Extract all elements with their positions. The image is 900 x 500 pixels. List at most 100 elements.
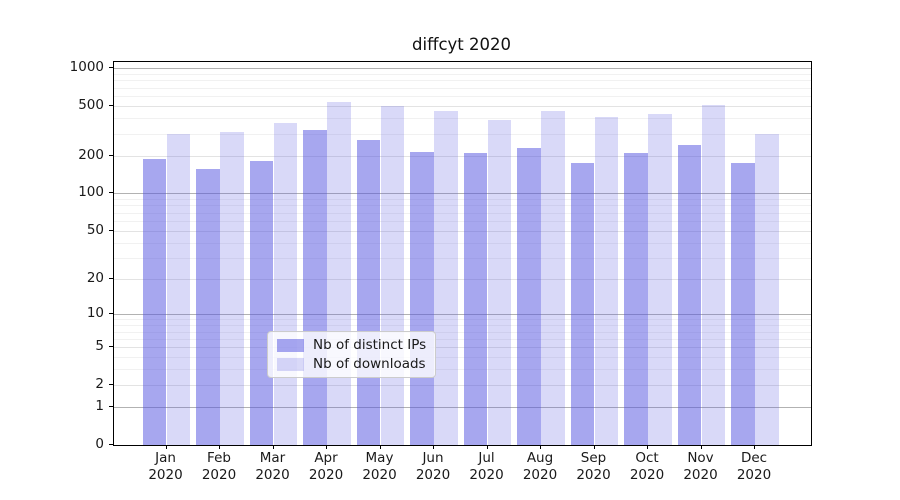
y-tick-mark-200 [109, 154, 113, 156]
gridline-minor [114, 212, 811, 214]
x-tick-year: 2020 [201, 466, 237, 483]
y-tick-mark-2 [109, 384, 113, 386]
x-tick-year: 2020 [522, 466, 558, 483]
gridline-minor [114, 205, 811, 207]
bar-distinct-ips-jan [142, 159, 167, 445]
x-tick-label-dec: Dec 2020 [727, 450, 781, 483]
x-tick-mark-mar [272, 445, 274, 449]
x-tick-year: 2020 [362, 466, 397, 483]
x-tick-mark-sep [593, 445, 595, 449]
bar-downloads-jul [487, 119, 512, 445]
x-tick-year: 2020 [629, 466, 665, 483]
gridline-minor [114, 74, 811, 75]
gridline-labeled [114, 385, 811, 387]
x-tick-month: Apr [314, 450, 338, 466]
y-tick-mark-1 [109, 406, 113, 408]
x-tick-mark-nov [700, 445, 702, 449]
x-tick-mark-jul [486, 445, 488, 449]
y-tick-mark-50 [109, 229, 113, 231]
y-tick-mark-10 [109, 313, 113, 315]
x-tick-label-jul: Jul 2020 [460, 450, 514, 483]
x-tick-year: 2020 [308, 466, 344, 483]
x-tick-label-sep: Sep 2020 [567, 450, 621, 483]
gridline-labeled [114, 106, 811, 107]
bar-distinct-ips-dec [731, 163, 755, 445]
legend-label-distinct-ips: Nb of distinct IPs [313, 337, 427, 353]
y-tick-label-20: 20 [86, 270, 104, 286]
x-tick-month: Feb [207, 450, 231, 466]
legend-label-downloads: Nb of downloads [313, 356, 426, 372]
gridline-major [114, 314, 811, 316]
gridline-minor [114, 338, 811, 340]
gridline-major [114, 407, 811, 409]
legend-item-downloads: Nb of downloads [277, 356, 426, 372]
x-tick-month: Jul [478, 450, 495, 466]
y-tick-mark-1000 [109, 67, 113, 69]
bar-distinct-ips-nov [677, 144, 702, 445]
gridline-minor [114, 96, 811, 98]
x-tick-year: 2020 [576, 466, 611, 483]
y-tick-label-1000: 1000 [69, 59, 104, 76]
gridline-major [114, 193, 811, 195]
bar-distinct-ips-may [356, 139, 381, 445]
x-tick-label-jan: Jan 2020 [139, 450, 193, 483]
x-tick-mark-aug [540, 445, 541, 449]
gridline-minor [114, 357, 811, 359]
legend-swatch-distinct-ips [277, 338, 304, 352]
x-tick-label-nov: Nov 2020 [674, 450, 728, 483]
x-tick-label-apr: Apr 2020 [299, 450, 353, 483]
bar-distinct-ips-sep [570, 163, 595, 445]
x-tick-month: Mar [259, 450, 286, 466]
bar-distinct-ips-feb [196, 169, 220, 445]
y-tick-mark-500 [109, 105, 113, 106]
gridline-labeled [114, 155, 811, 157]
bar-distinct-ips-oct [624, 153, 648, 445]
gridline-minor [114, 331, 811, 333]
x-tick-year: 2020 [736, 466, 772, 483]
x-tick-mark-apr [326, 445, 327, 449]
gridline-minor [114, 369, 811, 371]
x-tick-month: Dec [740, 450, 768, 466]
bar-downloads-feb [220, 132, 244, 445]
gridline-labeled [114, 230, 811, 232]
x-tick-label-aug: Aug 2020 [513, 450, 567, 483]
x-tick-label-mar: Mar 2020 [246, 450, 300, 483]
bar-downloads-sep [594, 117, 619, 445]
y-tick-label-5: 5 [95, 338, 104, 355]
x-tick-month: Jun [422, 450, 444, 466]
legend: Nb of distinct IPs Nb of downloads [267, 331, 437, 378]
y-tick-label-50: 50 [86, 221, 104, 238]
gridline-minor [114, 80, 811, 82]
x-tick-label-jun: Jun 2020 [406, 450, 460, 483]
bar-distinct-ips-mar [249, 160, 274, 445]
x-tick-month: Aug [526, 450, 554, 466]
bar-downloads-mar [273, 123, 298, 445]
x-tick-mark-oct [647, 445, 648, 449]
x-tick-mark-may [379, 445, 381, 449]
gridline-minor [114, 319, 811, 321]
bar-downloads-aug [541, 110, 565, 445]
gridline-minor [114, 199, 811, 200]
y-tick-label-0: 0 [95, 436, 104, 452]
y-tick-label-100: 100 [78, 184, 104, 201]
x-tick-year: 2020 [683, 466, 718, 483]
gridline-labeled [114, 279, 811, 280]
gridline-minor [114, 118, 811, 120]
bar-downloads-may [380, 106, 405, 445]
x-tick-label-feb: Feb 2020 [192, 450, 246, 483]
bar-downloads-nov [701, 105, 726, 445]
gridline-major [114, 68, 811, 70]
x-tick-mark-dec [754, 445, 755, 449]
x-tick-month: Sep [580, 450, 607, 466]
y-tick-label-200: 200 [78, 146, 104, 163]
bar-downloads-dec [755, 133, 779, 445]
x-tick-month: Oct [635, 450, 659, 466]
x-tick-label-may: May 2020 [353, 450, 407, 483]
x-tick-mark-feb [219, 445, 220, 449]
gridline-minor [114, 242, 811, 244]
bar-downloads-apr [327, 102, 351, 445]
y-tick-mark-20 [109, 278, 113, 279]
legend-item-distinct-ips: Nb of distinct IPs [277, 337, 426, 353]
x-tick-year: 2020 [415, 466, 451, 483]
